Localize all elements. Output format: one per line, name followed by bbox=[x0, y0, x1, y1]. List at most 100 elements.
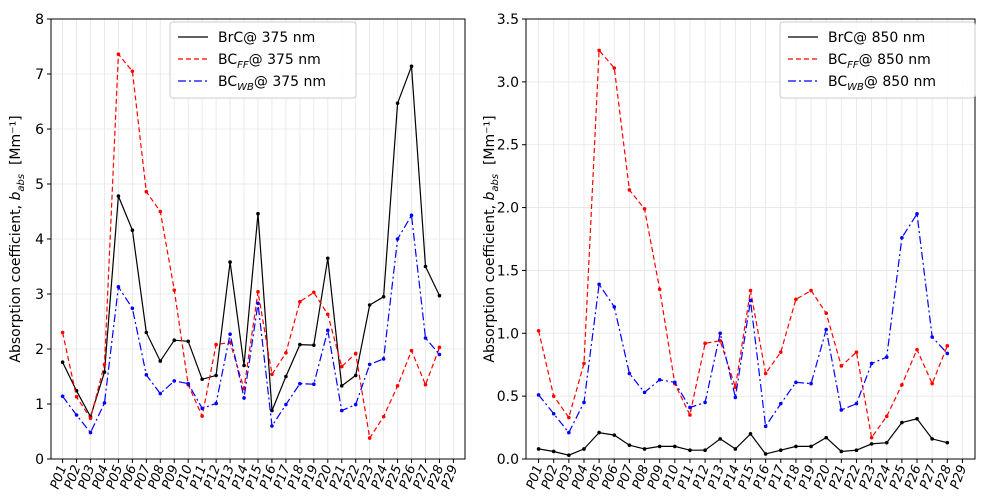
data-point bbox=[673, 444, 677, 449]
data-point bbox=[597, 430, 601, 435]
data-point bbox=[854, 448, 859, 453]
data-point bbox=[200, 414, 204, 418]
data-point bbox=[567, 430, 571, 435]
data-point bbox=[627, 188, 632, 192]
data-point bbox=[325, 312, 330, 317]
data-point bbox=[536, 447, 541, 451]
data-point bbox=[228, 260, 232, 264]
data-point bbox=[915, 416, 919, 421]
data-point bbox=[854, 401, 859, 406]
data-point bbox=[794, 297, 798, 302]
data-point bbox=[945, 351, 950, 356]
y-tick-label: 0 bbox=[35, 452, 44, 468]
legend-label: BCWB@ 850 nm bbox=[828, 74, 936, 93]
data-point bbox=[409, 213, 414, 218]
data-point bbox=[582, 361, 586, 366]
data-point bbox=[884, 414, 889, 419]
data-point bbox=[130, 306, 135, 311]
data-point bbox=[703, 448, 707, 453]
data-point bbox=[367, 303, 372, 307]
data-point bbox=[612, 66, 617, 70]
data-point bbox=[270, 408, 274, 413]
series-3 bbox=[60, 213, 442, 435]
data-point bbox=[536, 393, 541, 397]
data-point bbox=[945, 344, 950, 348]
data-point bbox=[657, 444, 662, 449]
data-point bbox=[884, 440, 889, 445]
data-point bbox=[353, 373, 358, 378]
data-point bbox=[409, 348, 414, 353]
data-point bbox=[839, 364, 844, 368]
legend-label: BCFF@ 850 nm bbox=[828, 52, 931, 71]
data-point bbox=[567, 415, 571, 420]
series-2 bbox=[536, 48, 950, 440]
data-point bbox=[284, 402, 288, 407]
series-line bbox=[538, 212, 948, 434]
data-point bbox=[551, 394, 556, 398]
data-point bbox=[900, 235, 904, 240]
data-point bbox=[298, 299, 302, 304]
y-tick-label: 7 bbox=[35, 67, 44, 83]
data-point bbox=[102, 370, 107, 374]
data-point bbox=[339, 408, 344, 413]
data-point bbox=[642, 447, 647, 451]
data-point bbox=[256, 301, 260, 306]
data-point bbox=[839, 449, 844, 454]
data-point bbox=[60, 394, 65, 399]
data-point bbox=[718, 437, 723, 441]
data-point bbox=[703, 400, 707, 405]
data-point bbox=[809, 381, 813, 386]
data-point bbox=[60, 330, 65, 335]
series-line bbox=[62, 213, 440, 434]
data-point bbox=[409, 64, 414, 69]
data-point bbox=[437, 345, 442, 350]
data-point bbox=[930, 437, 934, 441]
data-point bbox=[748, 432, 753, 436]
data-point bbox=[325, 328, 330, 333]
data-point bbox=[284, 374, 288, 379]
data-point bbox=[381, 357, 386, 361]
data-point bbox=[657, 287, 662, 292]
data-point bbox=[228, 332, 232, 336]
legend: BrC@ 850 nm BCFF@ 850 nm BCWB@ 850 nm bbox=[779, 21, 976, 99]
y-tick-label: 0.0 bbox=[497, 452, 519, 468]
data-point bbox=[144, 330, 149, 335]
data-point bbox=[582, 447, 586, 451]
series-line bbox=[62, 66, 441, 419]
legend-box bbox=[779, 21, 976, 99]
data-point bbox=[130, 69, 135, 74]
legend-label: BrC@ 375 nm bbox=[218, 30, 315, 46]
data-point bbox=[703, 341, 707, 346]
data-point bbox=[627, 443, 632, 447]
series-1 bbox=[60, 64, 442, 419]
data-point bbox=[748, 298, 753, 303]
data-point bbox=[437, 293, 442, 298]
right-chart-850nm: 0.00.51.01.52.02.53.03.5P01P02P03P04P05P… bbox=[482, 12, 976, 491]
data-point bbox=[339, 384, 344, 388]
data-point bbox=[284, 351, 288, 355]
data-point bbox=[536, 328, 541, 333]
series-2 bbox=[60, 52, 442, 440]
data-point bbox=[763, 424, 768, 429]
data-point bbox=[339, 364, 344, 369]
data-point bbox=[88, 430, 93, 435]
data-point bbox=[367, 436, 372, 440]
data-point bbox=[688, 405, 692, 410]
data-point bbox=[74, 395, 79, 399]
data-point bbox=[312, 382, 316, 387]
data-point bbox=[778, 401, 783, 406]
data-point bbox=[657, 378, 662, 382]
legend: BrC@ 375 nm BCFF@ 375 nm BCWB@ 375 nm bbox=[169, 21, 357, 99]
y-tick-label: 2.0 bbox=[497, 201, 519, 217]
data-point bbox=[270, 424, 274, 428]
data-point bbox=[778, 448, 783, 453]
legend-label: BCFF@ 375 nm bbox=[218, 52, 321, 71]
data-point bbox=[627, 371, 632, 376]
data-point bbox=[763, 452, 768, 456]
data-point bbox=[900, 420, 904, 425]
data-point bbox=[312, 343, 316, 347]
data-point bbox=[158, 209, 163, 214]
data-point bbox=[395, 237, 400, 241]
y-tick-label: 1.0 bbox=[497, 326, 519, 342]
